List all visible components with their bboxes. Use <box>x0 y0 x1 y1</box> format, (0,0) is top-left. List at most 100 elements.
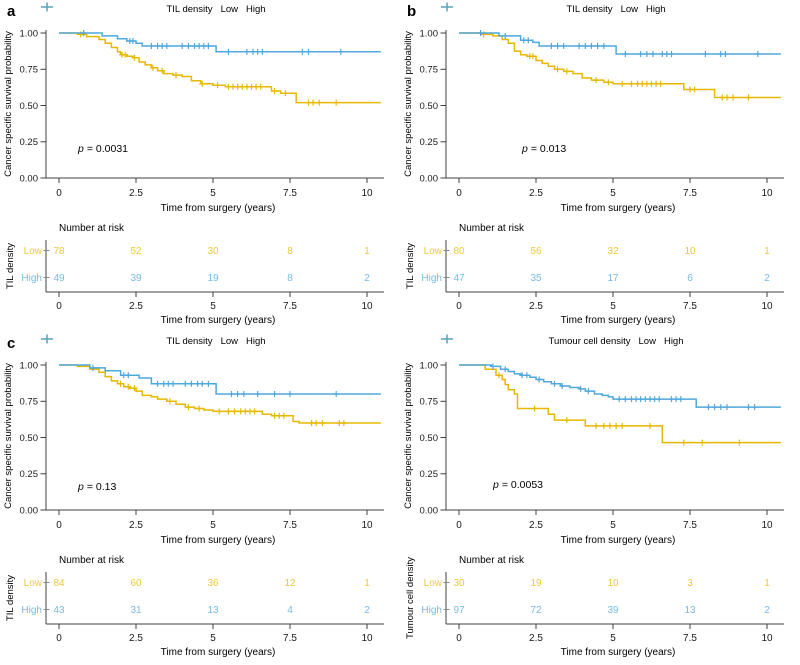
legend-item-high: High <box>41 2 266 15</box>
x-tick-label: 10 <box>761 188 773 199</box>
y-axis-title: Cancer specific survival probability <box>403 363 414 509</box>
risk-x-tick-label: 0 <box>456 633 462 644</box>
p-value-text: = 0.0031 <box>87 143 128 155</box>
legend-item-high: High <box>441 334 684 347</box>
legend: Tumour cell density Low High <box>440 334 792 348</box>
y-axis-title: Cancer specific survival probability <box>403 31 414 177</box>
y-tick-label: 0.75 <box>20 65 39 76</box>
y-tick-label: 0.25 <box>20 469 39 480</box>
legend-label: High <box>663 335 684 347</box>
y-tick-label: 0.50 <box>420 101 439 112</box>
risk-count: 10 <box>607 578 619 589</box>
censor-marks-low <box>117 380 347 426</box>
risk-table-title: Number at risk <box>459 223 525 234</box>
risk-count: 8 <box>287 273 293 284</box>
p-value: p = 0.013 <box>521 143 566 155</box>
risk-count: 6 <box>687 273 693 284</box>
risk-count: 39 <box>607 605 619 616</box>
survival-curve-high <box>459 32 781 55</box>
y-tick-label: 0.00 <box>20 505 39 516</box>
y-tick-label: 0.00 <box>420 505 439 516</box>
risk-x-tick-label: 10 <box>761 633 773 644</box>
legend-label: Low <box>638 335 656 347</box>
y-axis-title: Cancer specific survival probability <box>3 31 14 177</box>
risk-count: 32 <box>607 246 619 257</box>
censor-marker-icon <box>441 2 453 12</box>
risk-axis-title: Tumour cell density <box>405 557 416 639</box>
legend: TIL density Low High <box>40 2 392 16</box>
p-symbol: p <box>521 143 528 155</box>
legend-item-high: High <box>441 2 666 15</box>
y-tick-label: 0.50 <box>20 101 39 112</box>
y-axis-title: Cancer specific survival probability <box>3 363 14 509</box>
legend-label: High <box>646 3 666 15</box>
risk-count: 13 <box>684 605 696 616</box>
x-tick-label: 7.5 <box>283 520 297 531</box>
legend-label: Low <box>620 3 638 15</box>
risk-count: 97 <box>453 605 465 616</box>
panel-label: c <box>7 335 15 352</box>
risk-count: 8 <box>287 246 293 257</box>
x-tick-label: 0 <box>56 520 62 531</box>
risk-axis-title: TIL density <box>5 575 16 621</box>
legend-title: Tumour cell density <box>548 335 631 347</box>
risk-count: 31 <box>130 605 142 616</box>
risk-count: 78 <box>53 246 65 257</box>
risk-row-label: Low <box>424 578 443 589</box>
risk-count: 80 <box>453 246 465 257</box>
risk-x-tick-label: 5 <box>210 301 216 312</box>
y-tick-label: 0.00 <box>420 173 439 184</box>
censor-marks-low <box>77 31 340 106</box>
risk-count: 30 <box>453 578 465 589</box>
risk-x-tick-label: 0 <box>56 633 62 644</box>
risk-count: 12 <box>284 578 296 589</box>
risk-count: 4 <box>287 605 293 616</box>
x-axis-title: Time from surgery (years) <box>561 535 676 546</box>
x-tick-label: 2.5 <box>529 520 543 531</box>
risk-x-tick-label: 7.5 <box>283 633 297 644</box>
risk-x-tick-label: 10 <box>361 301 373 312</box>
legend-label: High <box>246 3 266 15</box>
censor-marker-icon <box>441 334 453 344</box>
x-tick-label: 0 <box>456 520 462 531</box>
y-tick-label: 0.00 <box>20 173 39 184</box>
p-symbol: p <box>492 479 499 491</box>
survival-curve-high <box>59 364 381 395</box>
risk-x-axis-title: Time from surgery (years) <box>161 647 276 658</box>
legend-title: TIL density <box>566 3 613 15</box>
x-tick-label: 10 <box>361 520 373 531</box>
risk-count: 56 <box>530 246 542 257</box>
risk-count: 39 <box>130 273 142 284</box>
risk-count: 19 <box>207 273 219 284</box>
censor-marks-high <box>477 30 761 57</box>
risk-x-tick-label: 5 <box>610 301 616 312</box>
x-tick-label: 5 <box>610 188 616 199</box>
x-tick-label: 5 <box>210 188 216 199</box>
panel-a: TIL density Low High a 0.00 0.25 0.50 0.75 1.00 0… <box>0 0 400 332</box>
survival-curve-low <box>59 364 381 424</box>
risk-x-tick-label: 10 <box>761 301 773 312</box>
x-tick-label: 5 <box>610 520 616 531</box>
y-tick-label: 0.75 <box>20 397 39 408</box>
risk-row-label: Low <box>24 246 43 257</box>
panel-c: TIL density Low High c 0.00 0.25 0.50 0.75 1.00 0… <box>0 332 400 664</box>
risk-count: 52 <box>130 246 142 257</box>
risk-table-title: Number at risk <box>59 223 125 234</box>
legend-label: Low <box>220 3 238 15</box>
risk-count: 2 <box>364 605 370 616</box>
risk-x-tick-label: 2.5 <box>529 633 543 644</box>
risk-count: 10 <box>684 246 696 257</box>
risk-x-tick-label: 7.5 <box>683 633 697 644</box>
risk-x-tick-label: 10 <box>361 633 373 644</box>
risk-table-title: Number at risk <box>459 555 525 566</box>
p-value-text: = 0.013 <box>531 143 566 155</box>
y-tick-label: 1.00 <box>420 28 439 39</box>
risk-count: 2 <box>764 605 770 616</box>
x-tick-label: 5 <box>210 520 216 531</box>
survival-curve-high <box>459 364 781 408</box>
y-tick-label: 0.50 <box>20 433 39 444</box>
risk-x-tick-label: 5 <box>610 633 616 644</box>
